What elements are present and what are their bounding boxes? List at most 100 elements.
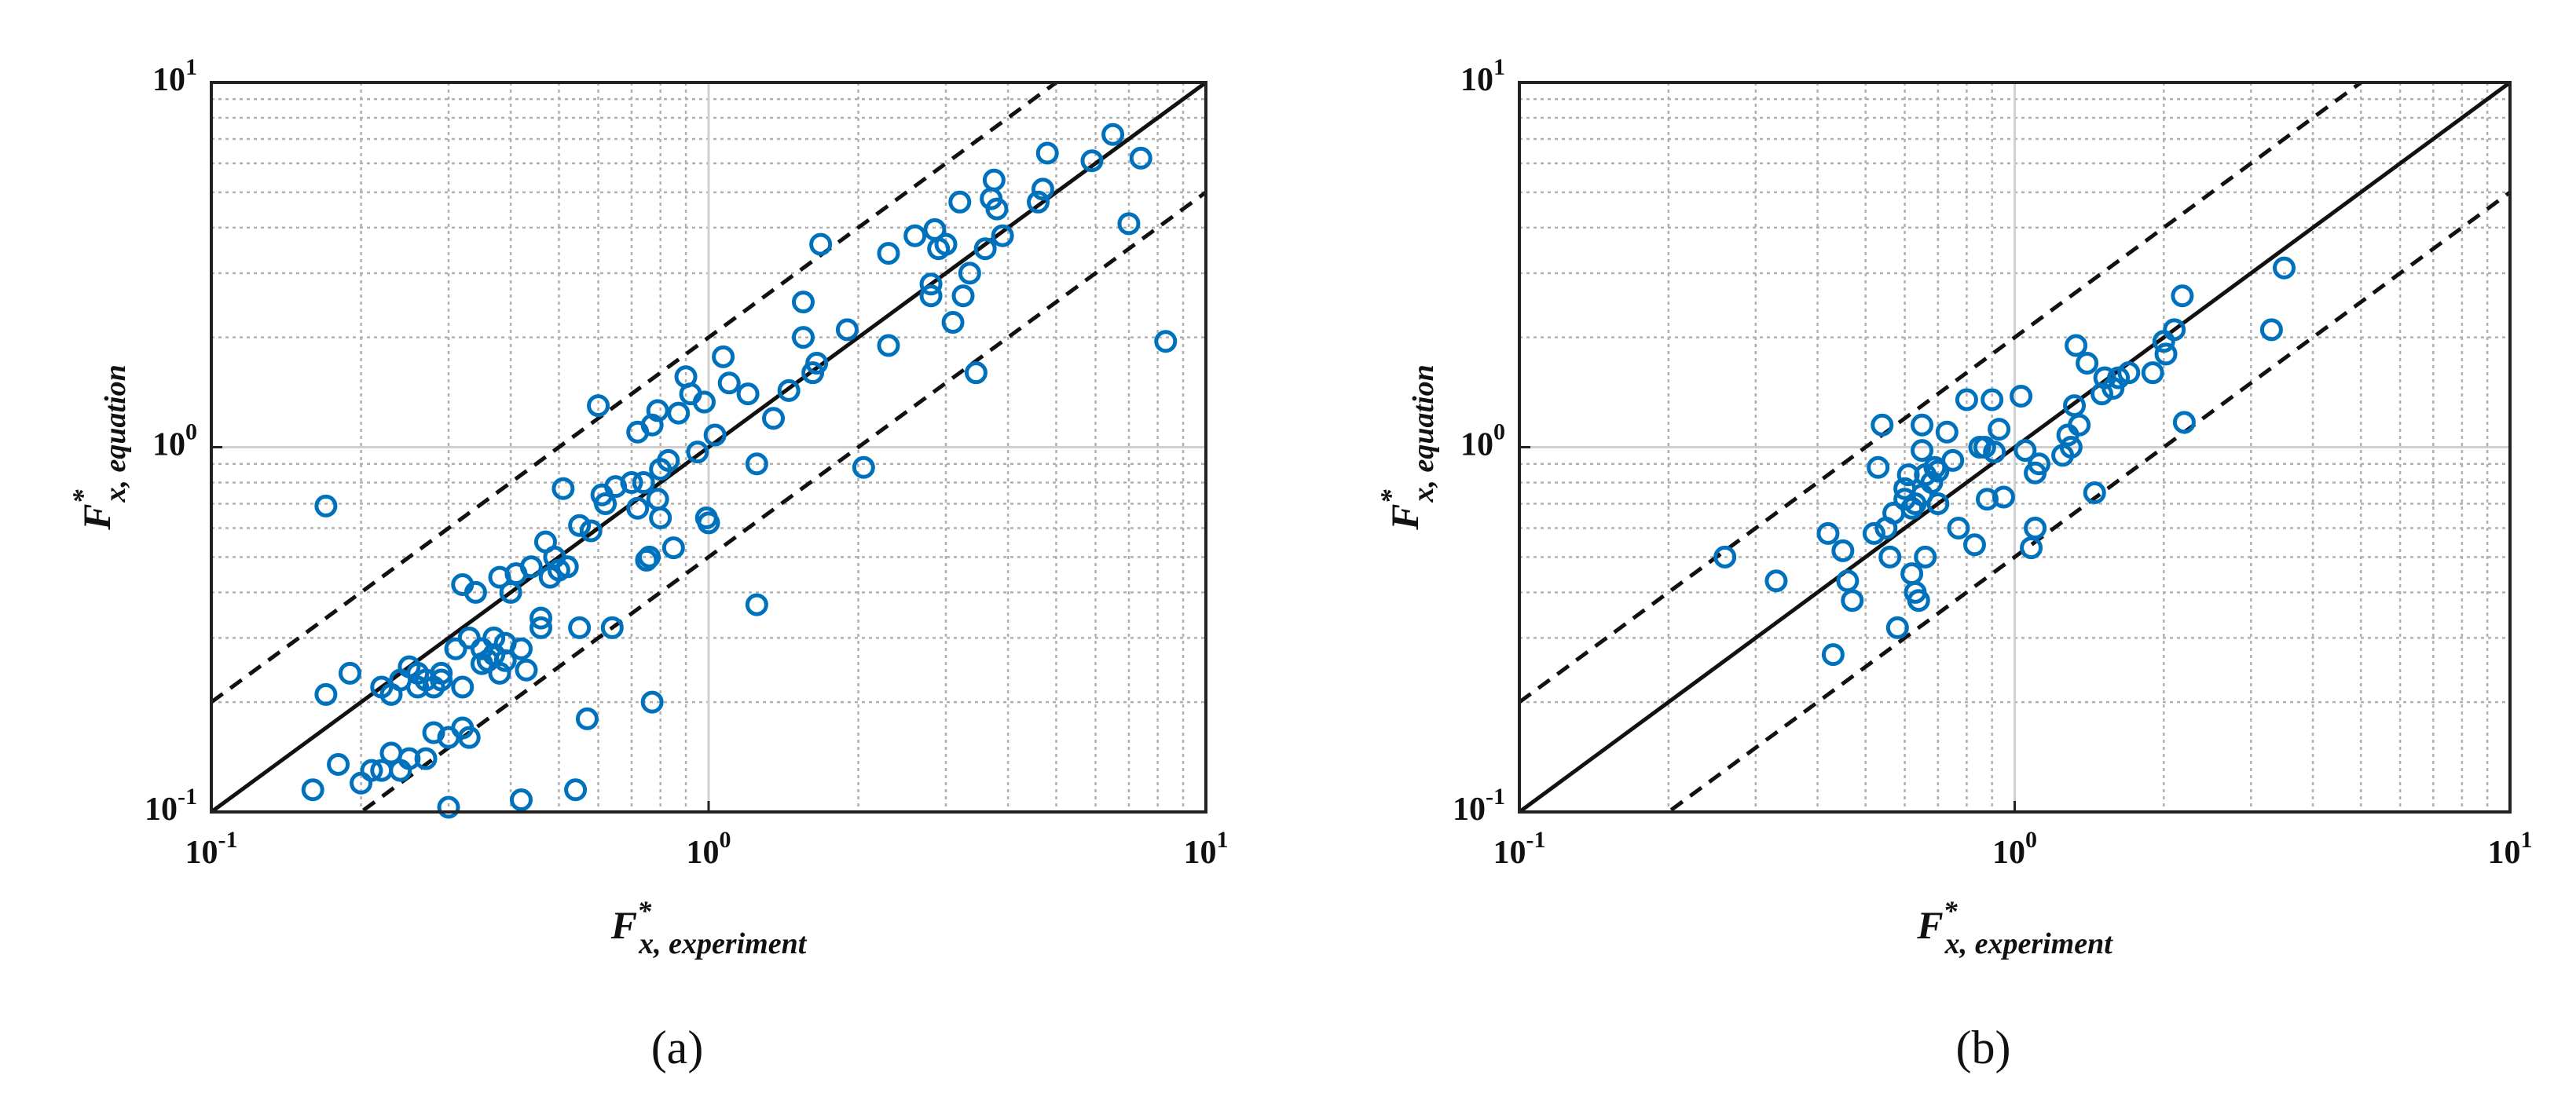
tick-label: 101 xyxy=(152,54,197,97)
label-sub: x, experiment xyxy=(638,927,808,960)
point xyxy=(1920,471,1944,495)
tick-base: 10 xyxy=(2488,835,2521,871)
label-sup: * xyxy=(1944,895,1959,927)
point xyxy=(877,242,900,265)
point xyxy=(1027,190,1050,214)
point xyxy=(951,284,975,308)
point xyxy=(398,747,421,770)
point xyxy=(697,511,720,535)
point xyxy=(2014,439,2037,463)
point xyxy=(640,690,664,714)
tick-base: 10 xyxy=(1460,426,1493,463)
point xyxy=(1080,149,1104,173)
point xyxy=(620,471,643,495)
tick-base: 10 xyxy=(1453,792,1486,828)
point xyxy=(1713,545,1737,569)
point xyxy=(791,326,815,349)
point xyxy=(1871,413,1894,437)
tick-exponent: 1 xyxy=(2521,827,2533,853)
point xyxy=(2090,382,2114,406)
panel-label: (a) xyxy=(651,1022,704,1073)
point xyxy=(451,675,475,699)
tick-label: 10-1 xyxy=(185,827,238,870)
point xyxy=(1992,485,2015,509)
point xyxy=(1816,521,1840,545)
point xyxy=(1129,146,1152,170)
tick-label: 100 xyxy=(1460,419,1505,463)
point xyxy=(1117,212,1141,236)
point xyxy=(1831,539,1855,562)
tick-exponent: 0 xyxy=(1493,419,1505,445)
point xyxy=(958,261,981,285)
tick-exponent: -1 xyxy=(178,784,197,810)
point xyxy=(762,407,786,430)
point xyxy=(482,626,506,649)
point xyxy=(2083,481,2106,505)
label-sub: x, equation xyxy=(99,364,132,503)
point xyxy=(1975,488,1999,511)
point xyxy=(657,448,680,472)
point xyxy=(638,545,661,569)
label-sub: x, experiment xyxy=(1944,927,2114,960)
point xyxy=(692,390,716,414)
point xyxy=(1862,521,1885,545)
point xyxy=(437,795,460,819)
axis-label: F*x, equation xyxy=(1375,364,1439,531)
point xyxy=(736,382,760,406)
tick-base: 10 xyxy=(152,62,185,98)
point xyxy=(568,616,592,639)
point xyxy=(1926,459,1950,483)
point xyxy=(464,580,487,604)
point xyxy=(1101,122,1125,146)
point xyxy=(948,190,972,214)
axes-box xyxy=(1518,81,2512,814)
point xyxy=(360,759,383,782)
point xyxy=(1911,413,1934,437)
point xyxy=(1941,448,1965,472)
point xyxy=(635,548,658,572)
point xyxy=(430,661,453,685)
tick-exponent: 1 xyxy=(1217,827,1229,853)
point xyxy=(2068,413,2091,437)
tick-exponent: 0 xyxy=(2025,827,2037,853)
tick-label: 10-1 xyxy=(1453,784,1505,827)
point xyxy=(919,272,943,296)
point xyxy=(1935,420,1959,444)
point xyxy=(2117,361,2141,385)
point xyxy=(1821,643,1845,667)
point xyxy=(2171,284,2194,308)
point xyxy=(327,752,350,776)
label-sup: * xyxy=(637,895,652,927)
tick-exponent: -1 xyxy=(1526,827,1546,853)
point xyxy=(745,593,768,616)
point xyxy=(919,284,943,308)
tick-label: 10-1 xyxy=(145,784,197,827)
point xyxy=(1983,441,2006,464)
tick-exponent: -1 xyxy=(1486,784,1505,810)
tick-exponent: 0 xyxy=(720,827,731,853)
tick-label: 100 xyxy=(152,419,197,463)
point xyxy=(519,555,543,579)
tick-base: 10 xyxy=(1184,835,1217,871)
point xyxy=(985,197,1009,221)
point xyxy=(877,334,900,357)
point xyxy=(835,318,859,342)
axes-box xyxy=(210,81,1207,814)
point xyxy=(1154,330,1178,353)
point xyxy=(2259,318,2283,342)
point xyxy=(1962,533,1986,557)
label-main: F xyxy=(1383,503,1427,530)
axis-label: F* x, experiment xyxy=(610,895,808,960)
tick-label: 101 xyxy=(2488,827,2533,870)
point xyxy=(1988,418,2011,441)
point xyxy=(600,616,624,639)
point xyxy=(1035,141,1059,165)
point xyxy=(2024,517,2047,540)
point xyxy=(2273,256,2296,280)
point xyxy=(745,452,768,476)
tick-base: 10 xyxy=(185,835,218,871)
tick-exponent: 0 xyxy=(185,419,197,445)
point xyxy=(717,371,741,395)
